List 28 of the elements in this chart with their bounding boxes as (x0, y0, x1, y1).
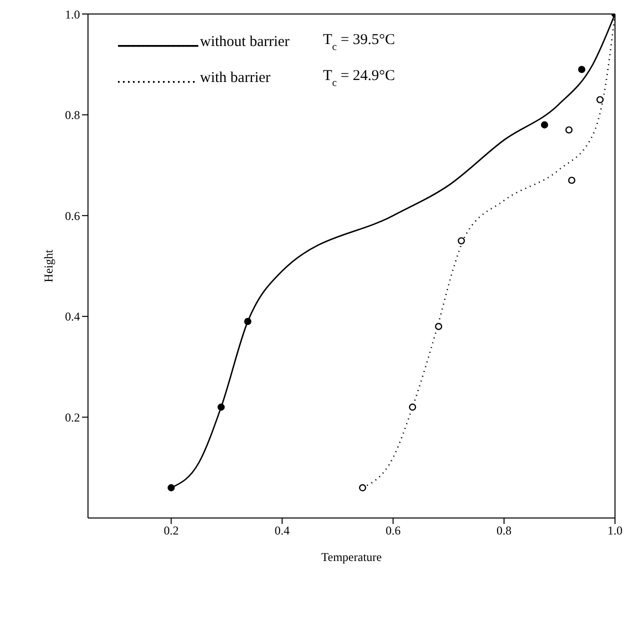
point (568, 176, 576, 184)
point (578, 66, 586, 74)
x-tick-label: 1.0 (608, 524, 622, 538)
y-tick-label: 1.0 (65, 7, 80, 22)
y-tick-label: 0.4 (65, 310, 80, 324)
point (358, 484, 366, 492)
y-tick-label: 0.6 (65, 208, 80, 223)
point (458, 237, 465, 244)
legend-label: with barrier (200, 70, 270, 86)
point (218, 404, 225, 411)
point (408, 404, 416, 411)
x-tick-label: 0.4 (274, 524, 290, 538)
annotation: T$_{c}$ = 39.5°C (323, 32, 396, 52)
point (434, 322, 442, 330)
legend-label: without barrier (200, 34, 290, 50)
x-tick-label: 0.2 (164, 524, 179, 538)
x-tick-label: 0.8 (496, 524, 512, 538)
y-tick-label: 0.2 (65, 410, 80, 424)
annotation: T$_{c}$ = 24.9°C (323, 68, 396, 88)
x-tick-label: 0.6 (386, 524, 401, 538)
point (565, 126, 573, 134)
point (540, 121, 548, 128)
point (168, 484, 175, 492)
y-axis-title: Height (41, 249, 56, 282)
point (596, 96, 604, 104)
x-axis-title: Temperature (321, 550, 382, 564)
y-tick-label: 0.8 (65, 108, 80, 122)
point (244, 318, 252, 326)
